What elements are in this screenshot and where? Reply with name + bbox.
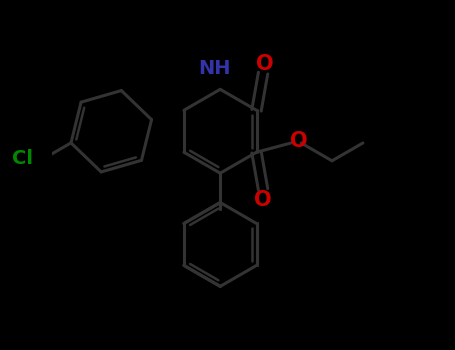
Text: O: O <box>290 131 308 151</box>
Text: Cl: Cl <box>12 149 33 168</box>
Text: O: O <box>254 190 272 210</box>
Text: O: O <box>256 54 274 74</box>
Text: NH: NH <box>198 60 231 78</box>
